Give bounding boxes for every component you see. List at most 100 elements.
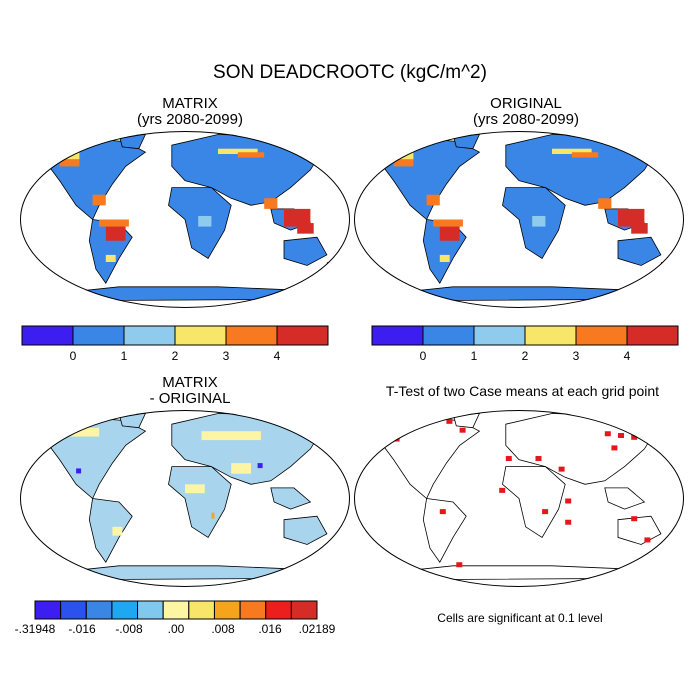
colorbar-swatch — [21, 325, 74, 346]
landmass-africa — [502, 466, 566, 538]
significant-cell — [558, 466, 565, 472]
map-cell-block — [105, 254, 116, 262]
map-cell-block — [433, 219, 463, 227]
map-cell-block — [201, 431, 261, 441]
landmass-australia — [617, 515, 662, 545]
map-panel-matrix — [20, 131, 350, 308]
panel-title-original: ORIGINAL (yrs 2080-2099) — [396, 96, 656, 128]
landmass-africa — [168, 466, 232, 538]
colorbar-matrix-labels: 0 1 2 3 4 — [22, 349, 328, 365]
significant-cell — [565, 519, 572, 525]
map-border — [354, 410, 684, 587]
map-cell-block — [218, 148, 258, 155]
panel-title-matrix: MATRIX (yrs 2080-2099) — [60, 96, 320, 128]
colorbar-tick-label: 0 — [419, 349, 427, 363]
figure-title: SON DEADCROOTC (kgC/m^2) — [213, 62, 487, 83]
colorbar-swatch — [34, 600, 62, 620]
colorbar-tick-label: -.016 — [68, 622, 96, 636]
colorbar-tick-label: .00 — [167, 622, 185, 636]
map-cell-block — [112, 526, 123, 536]
colorbar-tick-label: 4 — [273, 349, 281, 363]
significant-cell — [604, 431, 611, 437]
colorbar-swatch — [290, 600, 318, 620]
significant-cell — [446, 418, 453, 424]
map-cell-block — [105, 223, 126, 241]
landmass-australia — [283, 236, 328, 266]
significant-cell — [631, 434, 638, 440]
significant-cell — [611, 445, 618, 451]
colorbar-difference-labels: -.31948 -.016 -.008 .00 .008 .016 .02189 — [15, 622, 336, 638]
map-cell-block — [439, 223, 460, 241]
ttest-note: Cells are significant at 0.1 level — [437, 611, 603, 625]
landmass-australia — [617, 236, 662, 266]
colorbar-tick-label: 2 — [171, 349, 179, 363]
map-cell-block — [257, 463, 263, 469]
map-cell-block — [284, 208, 311, 227]
significant-cell — [439, 509, 446, 515]
map-cell-block — [618, 208, 645, 227]
significant-cell — [505, 456, 512, 462]
significant-cell — [499, 487, 506, 493]
map-panel-difference — [20, 410, 350, 587]
map-cell-block — [439, 254, 450, 262]
colorbar-swatch — [60, 600, 87, 620]
colorbar-swatch — [225, 325, 278, 346]
colorbar-tick-label: 4 — [623, 349, 631, 363]
colorbar-swatch — [137, 600, 164, 620]
colorbar-swatch — [111, 600, 139, 620]
colorbar-tick-label: -.008 — [115, 622, 143, 636]
panel-title-line1: MATRIX — [162, 95, 218, 112]
map-cell-block — [92, 194, 106, 206]
colorbar-swatch — [473, 325, 526, 346]
colorbar-swatch — [524, 325, 577, 346]
map-cell-block — [571, 152, 599, 158]
significant-cell — [535, 456, 542, 462]
map-cell-block — [297, 223, 314, 234]
significant-cell — [456, 562, 463, 568]
landmass-southAmerica — [88, 498, 133, 563]
map-border — [354, 131, 684, 308]
colorbar-swatch — [123, 325, 176, 346]
colorbar-swatch — [72, 325, 125, 346]
significant-cell — [459, 427, 466, 433]
map-cell-block — [631, 223, 648, 234]
colorbar-tick-label: 2 — [521, 349, 529, 363]
colorbar-original — [371, 325, 679, 346]
map-cell-block — [426, 194, 440, 206]
map-cell-block — [198, 215, 212, 227]
colorbar-swatch — [85, 600, 113, 620]
colorbar-tick-label: .008 — [211, 622, 235, 636]
map-border — [20, 410, 350, 587]
landmass-seAsia — [270, 487, 312, 510]
panel-title-line2: (yrs 2080-2099) — [473, 111, 579, 128]
colorbar-swatch — [174, 325, 227, 346]
significant-cell — [400, 420, 407, 426]
colorbar-tick-label: 3 — [222, 349, 230, 363]
map-cell-block — [59, 159, 80, 167]
colorbar-swatch — [276, 325, 329, 346]
panel-title-difference: MATRIX - ORIGINAL — [60, 375, 320, 407]
map-border — [20, 131, 350, 308]
colorbar-tick-label: 3 — [572, 349, 580, 363]
colorbar-swatch — [371, 325, 424, 346]
map-cell-block — [76, 468, 82, 474]
significant-cell — [631, 516, 638, 522]
landmass-seAsia — [604, 487, 646, 510]
panel-title-line2: (yrs 2080-2099) — [137, 111, 243, 128]
map-cell-block — [185, 484, 205, 494]
colorbar-matrix — [21, 325, 329, 346]
significant-cell — [542, 509, 549, 515]
panel-title-line1: ORIGINAL — [490, 95, 562, 112]
colorbar-swatch — [239, 600, 267, 620]
panel-title-line1: MATRIX — [162, 374, 218, 391]
panel-title-ttest: T-Test of two Case means at each grid po… — [385, 383, 660, 399]
landmass-southAmerica — [422, 498, 467, 563]
significant-cell — [565, 498, 572, 504]
map-panel-original — [354, 131, 684, 308]
colorbar-difference — [34, 600, 318, 620]
colorbar-tick-label: 0 — [69, 349, 77, 363]
map-cell-block — [237, 152, 265, 158]
colorbar-tick-label: 1 — [470, 349, 478, 363]
panel-title-line2: - ORIGINAL — [149, 390, 231, 407]
colorbar-swatch — [575, 325, 628, 346]
